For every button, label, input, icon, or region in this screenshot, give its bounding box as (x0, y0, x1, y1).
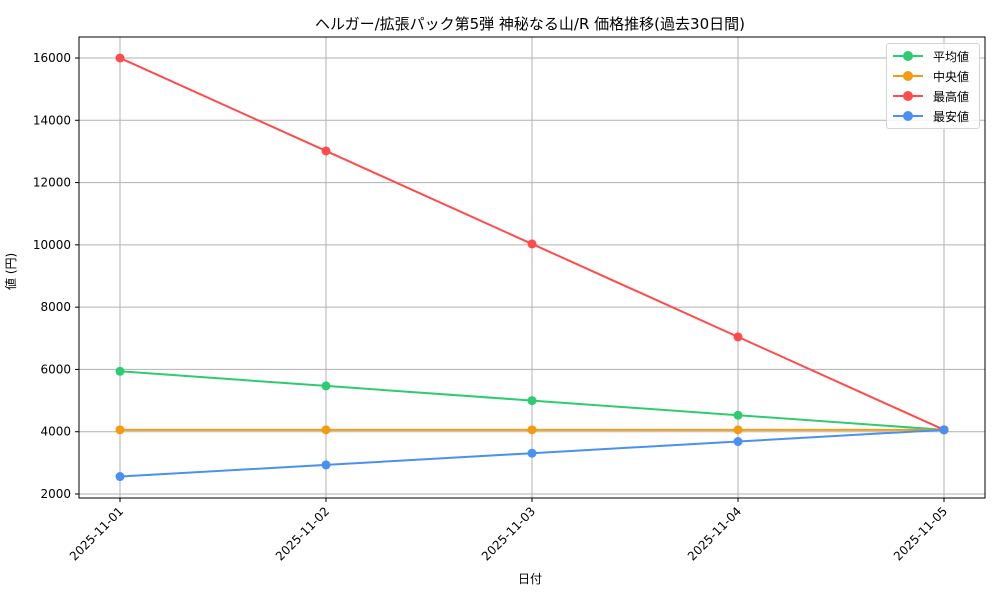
data-point (527, 448, 537, 458)
data-point (115, 425, 125, 435)
x-tick-label: 2025-11-04 (685, 504, 744, 563)
legend-marker-icon (893, 91, 923, 101)
x-tick-label: 2025-11-01 (67, 504, 126, 563)
y-tick-label: 4000 (40, 425, 71, 439)
data-point (733, 410, 743, 420)
legend-marker-icon (893, 51, 923, 61)
legend-item-average: 平均値 (887, 46, 979, 66)
legend-label: 中央値 (933, 69, 970, 84)
data-point (115, 472, 125, 482)
axes (75, 36, 986, 502)
x-axis-label: 日付 (517, 572, 542, 586)
data-point (527, 239, 537, 249)
series-line (115, 425, 949, 482)
y-tick-label: 12000 (33, 176, 71, 190)
data-point (321, 460, 331, 470)
y-tick-label: 8000 (40, 300, 71, 314)
legend-label: 最高値 (933, 89, 970, 104)
legend-item-median: 中央値 (887, 66, 979, 86)
legend-item-max: 最高値 (887, 86, 979, 106)
x-tick-label: 2025-11-05 (891, 504, 950, 563)
data-point (527, 396, 537, 406)
y-tick-label: 16000 (33, 51, 71, 65)
series-line (115, 425, 949, 435)
data-point (115, 53, 125, 63)
y-tick-label: 14000 (33, 113, 71, 127)
x-tick-label: 2025-11-02 (273, 504, 332, 563)
data-point (733, 332, 743, 342)
data-point (321, 425, 331, 435)
data-point (321, 381, 331, 391)
data-point (939, 425, 949, 435)
y-tick-label: 2000 (40, 487, 71, 501)
y-tick-label: 10000 (33, 238, 71, 252)
legend-marker-icon (893, 71, 923, 81)
data-point (321, 146, 331, 156)
legend-item-min: 最安値 (887, 106, 979, 126)
legend-label: 最安値 (933, 109, 970, 124)
data-point (115, 366, 125, 376)
chart-title: ヘルガー/拡張パック第5弾 神秘なる山/R 価格推移(過去30日間) (315, 15, 745, 33)
legend: 平均値 中央値 最高値 最安値 (886, 43, 980, 129)
data-point (733, 437, 743, 447)
legend-label: 平均値 (933, 49, 970, 64)
data-point (527, 425, 537, 435)
y-tick-label: 6000 (40, 362, 71, 376)
data-point (733, 425, 743, 435)
y-axis-label: 値 (円) (4, 252, 18, 290)
legend-marker-icon (893, 111, 923, 121)
x-tick-label: 2025-11-03 (479, 504, 538, 563)
series-lines (115, 53, 949, 482)
